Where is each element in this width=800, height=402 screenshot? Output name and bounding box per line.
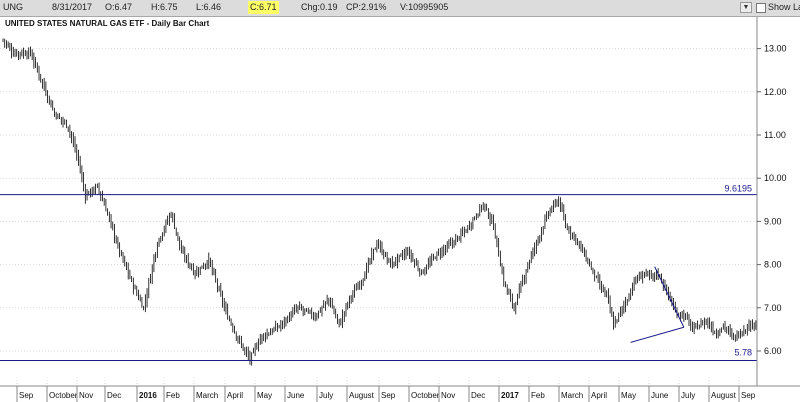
symbol-text: UNG (3, 2, 23, 12)
quote-toolbar: UNG 8/31/2017 O:6.47 H:6.75 L:6.46 C:6.7… (0, 0, 800, 17)
level-value-label: 9.6195 (724, 184, 752, 194)
x-tick-label: March (196, 391, 218, 400)
x-tick-label: August (349, 391, 375, 400)
y-tick-label: 8.00 (764, 260, 782, 270)
change-value: Chg:0.19 (301, 2, 338, 12)
x-tick-label: Sep (381, 391, 396, 400)
trend-line (654, 266, 685, 328)
x-tick-label: October (49, 391, 78, 400)
x-tick-label: Nov (441, 391, 455, 400)
chevron-down-icon[interactable]: ▼ (740, 2, 752, 13)
x-tick-label: Dec (471, 391, 485, 400)
x-tick-label: May (621, 391, 636, 400)
low-value: L:6.46 (196, 2, 222, 12)
line-value-labels: 9.6195 5.78 (724, 184, 752, 358)
x-tick-label: Sep (741, 391, 756, 400)
date-text: 8/31/2017 (52, 2, 93, 12)
y-tick-label: 11.00 (764, 130, 786, 140)
chart-title: UNITED STATES NATURAL GAS ETF - Daily Ba… (5, 19, 210, 28)
show-last-label: Show Las (768, 2, 800, 12)
x-tick-label: June (651, 391, 669, 400)
x-tick-label: March (561, 391, 583, 400)
y-tick-label: 12.00 (764, 87, 787, 97)
x-tick-label: July (319, 391, 333, 400)
x-axis-ticks: Sep October Nov Dec 2016 Feb March April May June… (16, 386, 756, 402)
y-axis-ticks: 13.00 12.00 11.00 10.00 9.00 8.00 7.00 6.00 (757, 44, 787, 356)
close-value: C:6.71 (248, 1, 279, 14)
price-bars (2, 38, 757, 366)
volume-value: V:10995905 (400, 2, 449, 12)
x-tick-label: June (287, 391, 305, 400)
x-tick-label: April (227, 391, 243, 400)
trend-line (630, 326, 684, 343)
plot-area (0, 17, 757, 386)
y-tick-label: 10.00 (764, 173, 787, 183)
price-chart: 13.00 12.00 11.00 10.00 9.00 8.00 7.00 6.00 Sep… (0, 17, 800, 402)
x-tick-label: 2016 (139, 391, 157, 400)
y-tick-label: 13.00 (764, 44, 787, 54)
x-tick-label: Feb (166, 391, 180, 400)
open-value: O:6.47 (105, 2, 133, 12)
x-tick-label: 2017 (501, 391, 519, 400)
x-tick-label: August (711, 391, 737, 400)
y-tick-label: 6.00 (764, 346, 782, 356)
y-tick-label: 9.00 (764, 216, 782, 226)
x-tick-label: July (681, 391, 695, 400)
x-tick-label: May (257, 391, 272, 400)
y-tick-label: 7.00 (764, 303, 782, 313)
high-value: H:6.75 (151, 2, 178, 12)
change-percent-value: CP:2.91% (346, 2, 387, 12)
x-tick-label: Sep (19, 391, 34, 400)
x-tick-label: April (591, 391, 607, 400)
show-last-checkbox[interactable] (756, 3, 766, 13)
x-tick-label: Feb (531, 391, 545, 400)
x-tick-label: Dec (107, 391, 121, 400)
x-tick-label: Nov (79, 391, 93, 400)
x-tick-label: October (411, 391, 440, 400)
level-value-label: 5.78 (734, 348, 752, 358)
overlay-lines (0, 194, 757, 362)
